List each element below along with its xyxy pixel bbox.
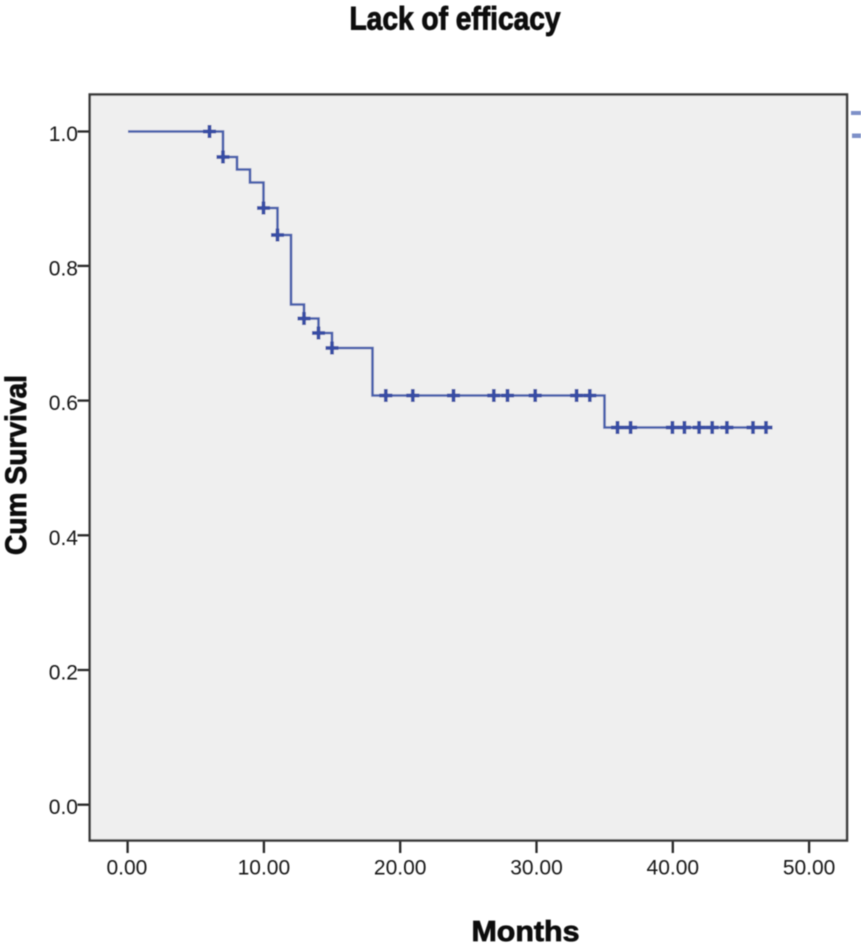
svg-text:0.00: 0.00 [106,857,147,880]
svg-text:0.4: 0.4 [49,527,79,550]
svg-text:Cum Survival: Cum Survival [0,375,33,555]
svg-text:0.0: 0.0 [49,796,78,819]
svg-text:0.2: 0.2 [49,662,78,685]
svg-text:0.8: 0.8 [49,257,78,280]
svg-text:30.00: 30.00 [510,857,563,880]
svg-text:1.0: 1.0 [49,123,78,146]
svg-text:40.00: 40.00 [647,857,700,880]
svg-text:Lack of efficacy: Lack of efficacy [350,1,561,37]
svg-text:50.00: 50.00 [783,857,836,880]
svg-text:20.00: 20.00 [374,857,427,880]
svg-text:0.6: 0.6 [49,392,78,415]
svg-text:Months: Months [472,916,580,944]
svg-text:10.00: 10.00 [238,857,291,880]
